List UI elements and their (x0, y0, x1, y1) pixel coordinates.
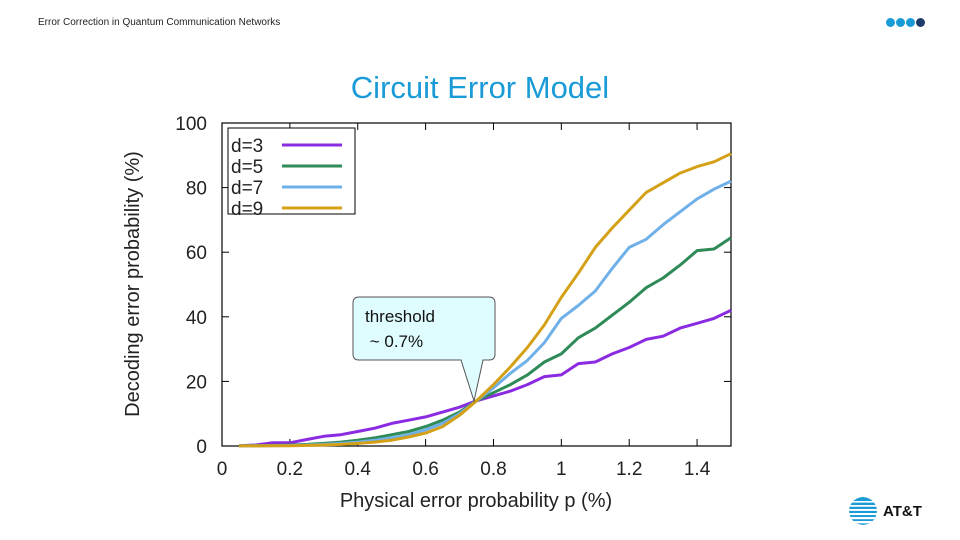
slide-title: Circuit Error Model (350, 70, 610, 105)
x-tick-label: 1.4 (684, 459, 711, 480)
globe-band (849, 513, 877, 516)
x-tick-label: 0.8 (480, 459, 506, 480)
y-axis-label: Decoding error probability (%) (122, 151, 144, 417)
x-tick-label: 0.2 (277, 459, 303, 480)
globe-band (849, 505, 877, 507)
globe-band (849, 509, 877, 511)
globe-band (849, 501, 877, 503)
y-tick-label: 0 (196, 437, 207, 458)
x-axis-label: Physical error probability p (%) (340, 490, 612, 512)
plot-frame (221, 122, 732, 447)
callout-bubble (352, 296, 496, 403)
progress-dots (886, 18, 925, 27)
callout-text-line2: ~ 0.7% (365, 332, 423, 351)
x-tick-label: 1 (556, 459, 567, 480)
legend-box (227, 127, 356, 215)
y-tick-label: 40 (186, 308, 207, 329)
legend-label: d=7 (231, 178, 263, 199)
x-tick-label: 0 (217, 459, 228, 480)
y-tick-label: 100 (175, 114, 207, 135)
att-logo: AT&T (848, 496, 922, 526)
y-tick-label: 80 (186, 179, 207, 200)
y-tick-label: 20 (186, 372, 207, 393)
x-tick-label: 1.2 (616, 459, 642, 480)
att-globe-icon (849, 497, 877, 525)
y-tick-label: 60 (186, 243, 207, 264)
callout-text-line1: threshold (365, 307, 435, 326)
progress-dot (906, 18, 915, 27)
legend: d=3d=5d=7d=9 (227, 127, 356, 220)
y-tick-labels: 0 20 40 60 80 100 (175, 114, 207, 458)
legend-label: d=9 (231, 199, 263, 220)
x-tick-label: 0.6 (412, 459, 438, 480)
progress-dot-current (916, 18, 925, 27)
presentation-subtitle: Error Correction in Quantum Communicatio… (38, 17, 281, 28)
axis-ticks (221, 122, 731, 447)
series-line-d9 (239, 152, 732, 448)
globe-band (849, 517, 877, 520)
legend-label: d=5 (231, 157, 263, 178)
x-tick-labels: 0 0.2 0.4 0.6 0.8 1 1.2 1.4 (217, 459, 711, 480)
att-logo-text: AT&T (883, 502, 922, 520)
globe-band (849, 521, 877, 524)
x-tick-label: 0.4 (345, 459, 372, 480)
legend-label: d=3 (231, 136, 263, 157)
progress-dot (886, 18, 895, 27)
series-lines (238, 152, 732, 448)
threshold-callout: threshold ~ 0.7% (352, 296, 496, 403)
progress-dot (896, 18, 905, 27)
